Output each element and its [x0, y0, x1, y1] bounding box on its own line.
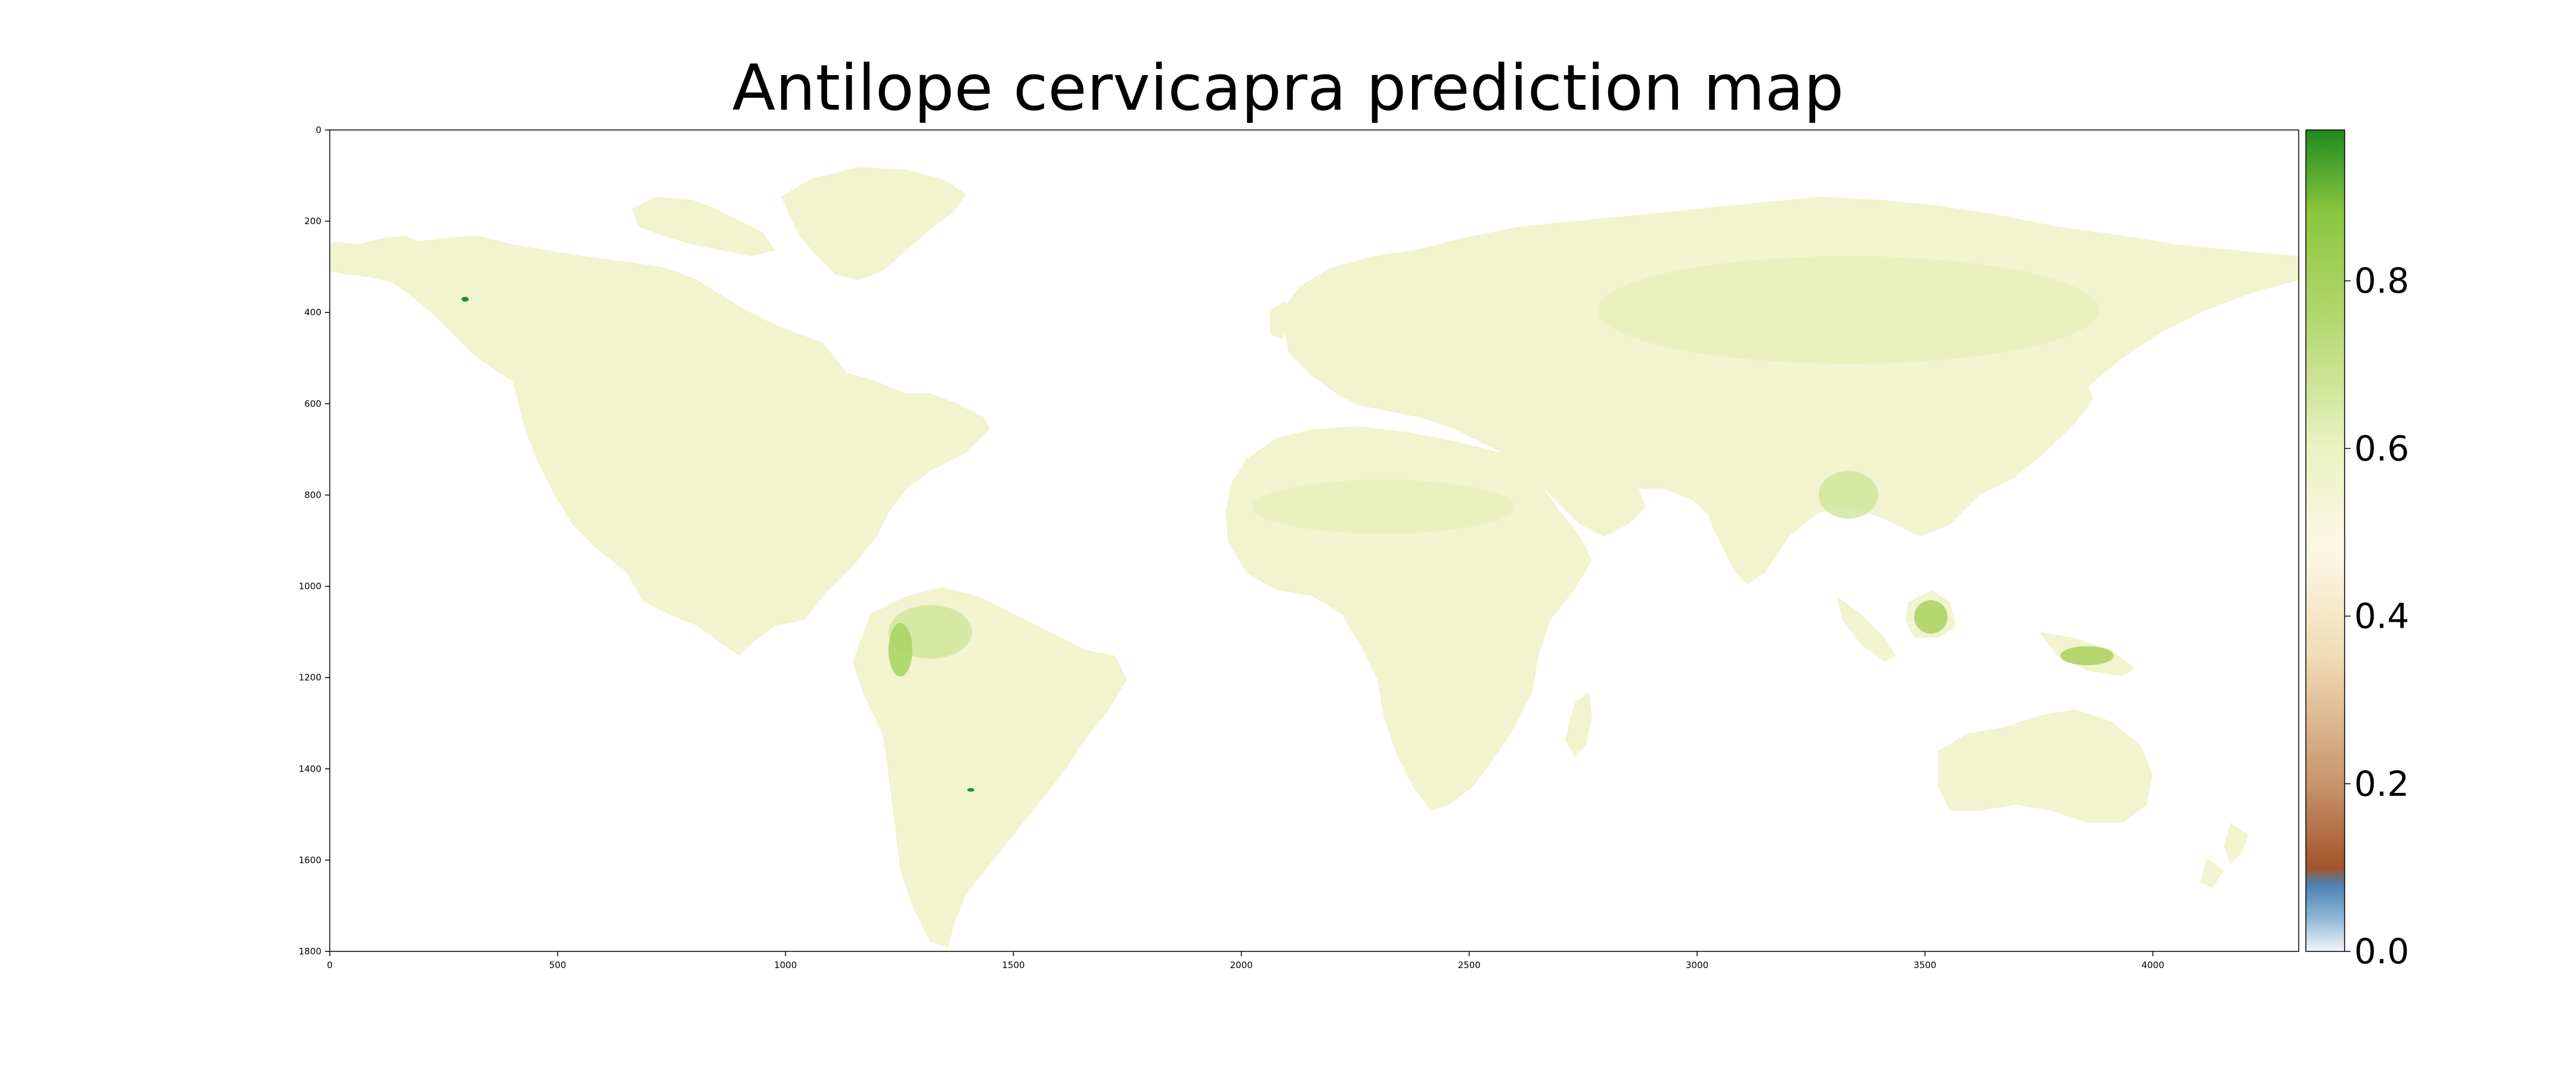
colorbar-tick-label: 0.0 — [2354, 931, 2409, 972]
colorbar-tick-label: 0.4 — [2354, 596, 2409, 637]
x-tick-label: 0 — [327, 960, 333, 970]
patagonia-point — [967, 788, 974, 792]
x-tick-label: 1500 — [1002, 960, 1024, 970]
y-tick-label: 1400 — [299, 764, 321, 774]
greenland — [781, 167, 966, 280]
map-title: Antilope cervicapra prediction map — [732, 51, 1844, 125]
new-zealand-south — [2200, 858, 2224, 888]
madagascar — [1565, 691, 1592, 757]
x-tick-label: 500 — [549, 960, 566, 970]
north-america — [330, 235, 990, 656]
new-guinea-highlight — [2060, 646, 2114, 665]
y-tick-label: 200 — [304, 216, 321, 227]
y-tick-label: 1800 — [299, 946, 321, 957]
alaska-point — [462, 297, 469, 302]
x-axis: 0 500 1000 1500 2000 2500 3000 3500 4000 — [327, 951, 2165, 970]
x-tick-label: 4000 — [2141, 960, 2164, 970]
colorbar-tick-label: 0.2 — [2354, 764, 2409, 804]
colorbar-gradient — [2305, 129, 2345, 952]
x-tick-label: 2500 — [1458, 960, 1481, 970]
y-tick-label: 1600 — [299, 855, 321, 866]
y-axis: 0 200 400 600 800 1000 1200 1400 1600 1800 — [299, 125, 330, 957]
australia — [1938, 709, 2153, 823]
world-land — [330, 167, 2299, 948]
y-tick-label: 1000 — [299, 581, 321, 592]
arctic-islands — [632, 197, 775, 256]
andes-highlight — [888, 623, 912, 677]
colorbar-tick-label: 0.6 — [2354, 428, 2409, 469]
india — [1705, 495, 1789, 584]
plot-border — [329, 129, 2299, 952]
colorbar: 0.0 0.2 0.4 0.6 0.8 — [2305, 129, 2409, 972]
x-tick-label: 3000 — [1686, 960, 1708, 970]
japan — [2051, 382, 2093, 441]
sahara-band — [1252, 480, 1515, 534]
south-america — [853, 587, 1127, 948]
arabia — [1538, 429, 1646, 536]
x-tick-label: 1000 — [774, 960, 797, 970]
south-china-highlight — [1819, 471, 1878, 519]
siberia-band — [1598, 256, 2099, 364]
y-tick-label: 800 — [304, 489, 321, 500]
y-tick-label: 400 — [304, 307, 321, 318]
y-tick-label: 0 — [315, 125, 321, 135]
borneo-highlight — [1914, 600, 1948, 634]
colorbar-ticks: 0.0 0.2 0.4 0.6 0.8 — [2345, 261, 2409, 972]
new-zealand — [2224, 823, 2248, 864]
x-tick-label: 3500 — [1914, 960, 1936, 970]
sumatra — [1837, 596, 1896, 662]
y-tick-label: 600 — [304, 398, 321, 409]
y-tick-label: 1200 — [299, 672, 321, 683]
british-isles — [1270, 301, 1291, 340]
colorbar-tick-label: 0.8 — [2354, 261, 2409, 301]
x-tick-label: 2000 — [1230, 960, 1253, 970]
